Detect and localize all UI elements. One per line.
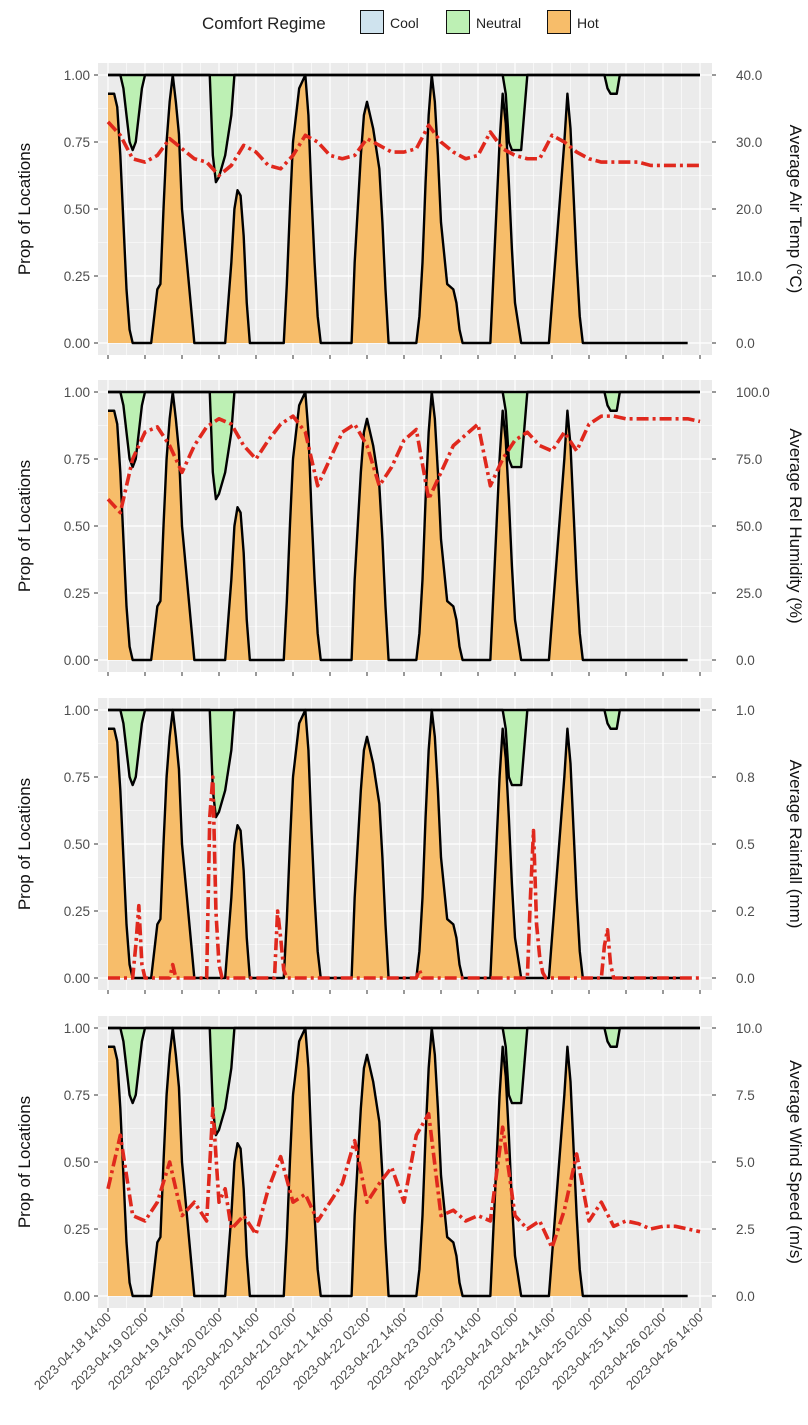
right-axis-label: Average Air Temp (°C) [786,125,805,294]
panel-0: 0.00 0.25 0.50 0.75 1.00 Prop of Locations 0.0… [15,63,805,359]
left-tick-label: 0.75 [64,135,90,150]
left-tick-label: 0.50 [64,1155,90,1170]
right-tick-label: 0.0 [736,971,755,986]
area-hot [108,710,688,978]
left-tick-label: 0.00 [64,1289,90,1304]
right-tick-label: 0.8 [736,770,755,785]
left-tick-label: 0.50 [64,519,90,534]
boundary-hot-neutral [108,73,688,345]
right-tick-label: 40.0 [736,68,762,83]
area-hot [108,75,688,343]
boundary-hot-neutral [108,390,688,662]
right-tick-label: 0.0 [736,336,755,351]
right-tick-label: 50.0 [736,519,762,534]
legend-swatch-neutral [446,10,470,34]
left-axis-label: Prop of Locations [15,143,34,275]
legend-title: Comfort Regime [202,14,326,33]
left-axis-label: Prop of Locations [15,1096,34,1228]
legend-label-neutral: Neutral [476,15,522,31]
panel-3: 0.00 0.25 0.50 0.75 1.00 Prop of Locations 0.0… [15,1016,805,1312]
boundary-hot-neutral [108,1026,688,1298]
overlay-series [106,1106,701,1250]
right-tick-label: 75.0 [736,452,762,467]
legend-label-cool: Cool [390,15,419,31]
right-tick-label: 5.0 [736,1155,755,1170]
right-tick-label: 20.0 [736,202,762,217]
right-tick-label: 25.0 [736,586,762,601]
area-neutral [108,710,700,818]
left-tick-label: 1.00 [64,703,90,718]
area-neutral [108,1028,700,1136]
overlay-series [106,120,700,178]
left-tick-label: 0.00 [64,653,90,668]
left-tick-label: 1.00 [64,1021,90,1036]
legend-swatch-hot [547,10,571,34]
left-tick-label: 0.75 [64,452,90,467]
left-tick-label: 0.75 [64,1088,90,1103]
right-tick-label: 7.5 [736,1088,755,1103]
overlay-series [106,414,701,515]
right-tick-label: 0.2 [736,904,755,919]
left-tick-label: 0.50 [64,837,90,852]
left-tick-label: 0.50 [64,202,90,217]
right-tick-label: 10.0 [736,1021,762,1036]
left-tick-label: 0.00 [64,336,90,351]
right-tick-label: 10.0 [736,269,762,284]
right-tick-label: 0.0 [736,1289,755,1304]
left-tick-label: 0.25 [64,1222,90,1237]
right-tick-label: 2.5 [736,1222,755,1237]
left-tick-label: 0.25 [64,269,90,284]
area-hot [108,1028,688,1296]
right-tick-label: 30.0 [736,135,762,150]
left-tick-label: 1.00 [64,385,90,400]
legend-swatch-cool [360,10,384,34]
right-axis-label: Average Rel Humidity (%) [786,428,805,623]
legend: Comfort Regime Cool Neutral Hot [0,8,808,38]
left-axis-label: Prop of Locations [15,460,34,592]
right-tick-label: 1.0 [736,703,755,718]
right-tick-label: 0.5 [736,837,755,852]
left-axis-label: Prop of Locations [15,778,34,910]
right-tick-label: 100.0 [736,385,770,400]
panel-2: 0.00 0.25 0.50 0.75 1.00 Prop of Locations 0.0… [15,698,805,994]
left-tick-label: 0.25 [64,904,90,919]
right-axis-label: Average Wind Speed (m/s) [786,1060,805,1264]
right-axis-label: Average Rainfall (mm) [786,760,805,929]
area-hot [108,392,688,660]
left-tick-label: 0.25 [64,586,90,601]
legend-label-hot: Hot [577,15,599,31]
left-tick-label: 1.00 [64,68,90,83]
overlay-series [108,775,700,980]
area-neutral [108,75,700,183]
left-tick-label: 0.00 [64,971,90,986]
panel-1: 0.00 0.25 0.50 0.75 1.00 Prop of Locations 0.0… [15,380,805,676]
right-tick-label: 0.0 [736,653,755,668]
area-neutral [108,392,700,500]
left-tick-label: 0.75 [64,770,90,785]
